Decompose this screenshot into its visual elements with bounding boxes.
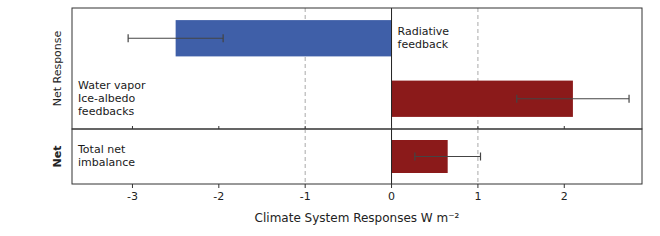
plot-area xyxy=(128,8,629,129)
error-bar xyxy=(128,34,223,42)
x-axis-label: Climate System Responses W m⁻² xyxy=(255,211,460,225)
x-tick-label: -2 xyxy=(213,190,224,203)
error-bar xyxy=(415,153,481,161)
error-cap xyxy=(223,34,224,42)
label-line: feedback xyxy=(398,38,449,51)
y-axis-label: Net Response xyxy=(51,30,64,106)
x-tick xyxy=(391,184,392,188)
x-tick xyxy=(477,184,478,188)
error-line xyxy=(517,98,629,99)
x-tick-label: 2 xyxy=(561,190,568,203)
baseline xyxy=(391,8,392,129)
plot-frame xyxy=(72,129,642,184)
panel: RadiativefeedbackWater vaporIce-albedofe… xyxy=(51,8,642,129)
x-tick xyxy=(305,184,306,188)
reference-line xyxy=(305,129,306,184)
label-line: imbalance xyxy=(78,156,135,169)
label-line: Total net xyxy=(77,143,126,156)
category-label: Total netimbalance xyxy=(77,143,135,169)
panel: Total netimbalance -3 -2 -1 0 1 2 Net Climate Sy… xyxy=(51,129,642,225)
x-tick-label: 1 xyxy=(474,190,481,203)
error-cap xyxy=(128,34,129,42)
plot-frame xyxy=(72,8,642,129)
error-line xyxy=(128,38,223,39)
y-axis-label: Net xyxy=(51,146,64,168)
category-label: Water vaporIce-albedofeedbacks xyxy=(78,79,146,118)
label-line: feedbacks xyxy=(78,105,135,118)
plot-area xyxy=(305,129,480,184)
x-tick xyxy=(218,184,219,188)
error-cap xyxy=(480,153,481,161)
error-cap xyxy=(628,95,629,103)
x-tick xyxy=(132,184,133,188)
chart: RadiativefeedbackWater vaporIce-albedofe… xyxy=(0,0,660,236)
error-line xyxy=(415,156,481,157)
x-tick-label: 0 xyxy=(388,190,395,203)
category-label: Radiativefeedback xyxy=(398,25,450,51)
baseline xyxy=(391,129,392,184)
x-tick-label: -3 xyxy=(127,190,138,203)
x-tick-label: -1 xyxy=(300,190,311,203)
error-bar xyxy=(517,95,629,103)
label-line: Water vapor xyxy=(78,79,146,92)
error-cap xyxy=(414,153,415,161)
error-cap xyxy=(516,95,517,103)
x-tick xyxy=(564,184,565,188)
label-line: Ice-albedo xyxy=(78,92,136,105)
label-line: Radiative xyxy=(398,25,450,38)
